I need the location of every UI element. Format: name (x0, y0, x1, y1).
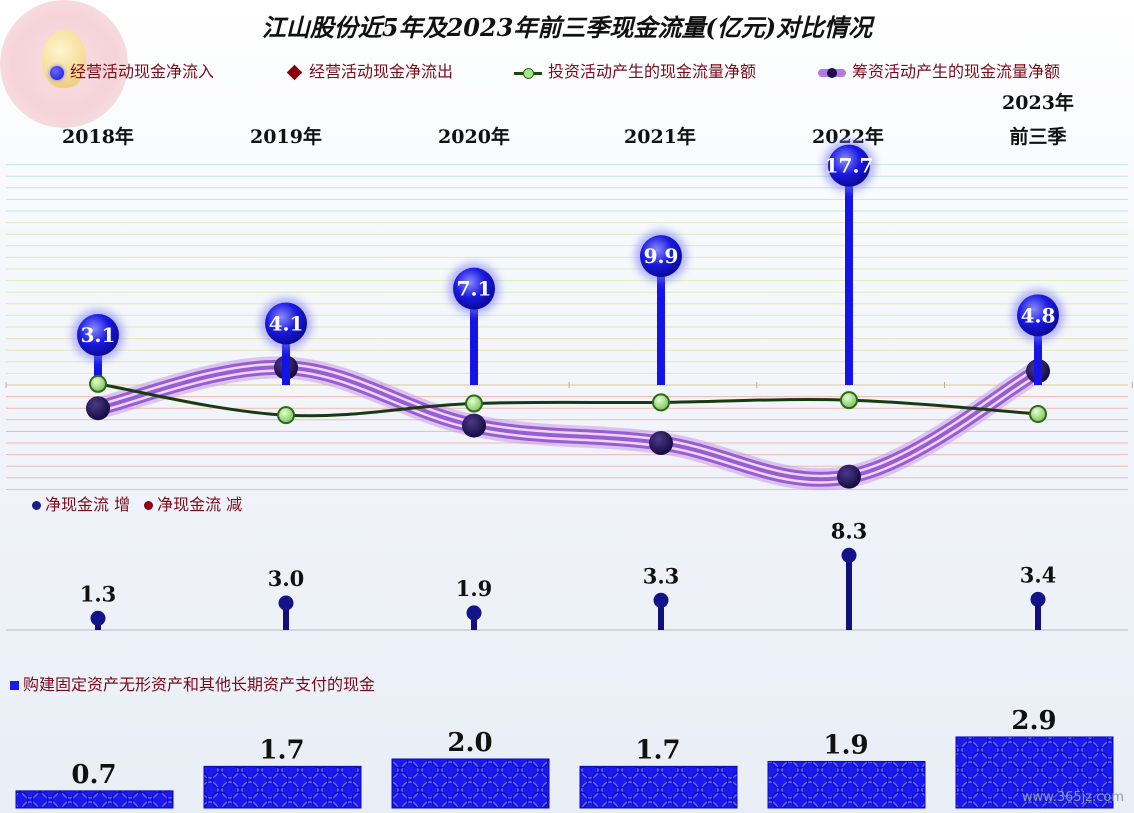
green-line-marker-icon (514, 66, 542, 80)
financing-series (86, 355, 1050, 491)
financing-point (462, 413, 486, 438)
year-label-2022: 2022年 (812, 126, 884, 148)
investing-line (97, 382, 1039, 418)
blue-square-icon (10, 681, 19, 690)
operating-stem (657, 270, 665, 385)
legend-operating-out: 经营活动现金净流出 (286, 58, 453, 82)
watermark: www.365jz.com (1022, 790, 1124, 805)
operating-stem (94, 349, 102, 385)
net-stem (846, 555, 852, 630)
capex-bar (15, 790, 174, 809)
year-label-2018: 2018年 (62, 126, 134, 148)
financing-point (837, 464, 861, 489)
maroon-dot-icon (144, 501, 154, 510)
legend: 经营活动现金净流入 经营活动现金净流出 投资活动产生的现金流量净额 筹资活动产生… (0, 58, 1134, 82)
legend-financing-label: 筹资活动产生的现金流量净额 (852, 62, 1061, 81)
year-label-2023-line1: 2023年 (1002, 92, 1074, 114)
net-point (90, 610, 106, 626)
net-point (278, 595, 294, 611)
operating-stem (282, 337, 290, 385)
legend-operating-out-label: 经营活动现金净流出 (309, 62, 454, 81)
capex-label: 购建固定资产无形资产和其他长期资产支付的现金 (23, 675, 376, 694)
capex-value-label: 0.7 (71, 760, 116, 790)
operating-bubble (828, 144, 870, 187)
capex-series: 0.7 1.7 2.0 1.7 1.9 2.9 (15, 706, 1114, 809)
investing-point (840, 391, 858, 410)
operating-bubble (265, 302, 307, 345)
company-logo (0, 0, 128, 128)
net-stem (283, 603, 289, 630)
blue-dot-icon (50, 65, 64, 80)
legend-investing-label: 投资活动产生的现金流量净额 (548, 62, 757, 81)
net-value-label: 1.9 (456, 576, 493, 601)
net-dec-label: 净现金流 减 (157, 495, 243, 514)
operating-stem (470, 302, 478, 385)
capex-bar (391, 758, 550, 809)
operating-value-label: 7.1 (457, 277, 492, 301)
capex-value-label: 1.7 (259, 735, 304, 765)
operating-stem (1034, 329, 1042, 385)
operating-value-label: 9.9 (644, 244, 679, 268)
operating-bubble (1017, 294, 1059, 337)
operating-bubble (77, 314, 119, 357)
operating-value-label: 3.1 (81, 323, 116, 347)
year-label-2021: 2021年 (624, 126, 696, 148)
investing-point (465, 394, 483, 413)
operating-value-label: 17.7 (825, 154, 874, 178)
net-value-label: 8.3 (831, 518, 868, 543)
operating-series: 3.1 4.1 7.1 9.9 17.7 4.8 (72, 139, 1064, 385)
net-point (841, 547, 857, 563)
capex-bar (579, 765, 738, 809)
net-point (466, 605, 482, 621)
year-label-2023-line2: 前三季 (1009, 126, 1067, 148)
capex-value-label: 2.9 (1011, 706, 1056, 736)
net-cash-series: 1.3 3.0 1.9 3.3 8.3 3.4 (6, 518, 1128, 631)
net-value-label: 1.3 (80, 581, 117, 606)
operating-value-label: 4.8 (1021, 303, 1056, 327)
legend-operating-in: 经营活动现金净流入 (50, 58, 214, 82)
investing-point (652, 393, 670, 412)
investing-point (277, 406, 295, 425)
financing-line (96, 365, 1040, 482)
financing-point (86, 396, 110, 421)
capex-value-label: 1.7 (635, 735, 680, 765)
year-label-2020: 2020年 (438, 126, 510, 148)
investing-point (89, 374, 107, 393)
operating-stem (845, 179, 853, 385)
capex-value-label: 1.9 (823, 730, 868, 760)
legend-investing: 投资活动产生的现金流量净额 (514, 58, 756, 82)
financing-point (649, 431, 673, 455)
net-point (1030, 591, 1046, 607)
net-value-label: 3.3 (643, 563, 680, 588)
year-label-2019: 2019年 (250, 126, 322, 148)
net-value-label: 3.0 (268, 566, 305, 591)
chart-title: 江山股份近5年及2023年前三季现金流量(亿元)对比情况 (261, 13, 873, 42)
capex-value-label: 2.0 (447, 728, 492, 758)
net-stem (471, 612, 477, 630)
legend-financing: 筹资活动产生的现金流量净额 (818, 58, 1060, 82)
net-stem (658, 600, 664, 630)
investing-point (1029, 405, 1047, 423)
navy-dot-icon (32, 501, 41, 510)
financing-band-light (93, 362, 1043, 484)
net-value-label: 3.4 (1020, 562, 1057, 587)
capex-bar (203, 765, 362, 809)
investing-series (89, 374, 1047, 425)
capex-bar (767, 760, 926, 809)
operating-value-label: 4.1 (269, 311, 304, 335)
operating-bubble (453, 267, 495, 310)
capex-bar (955, 736, 1114, 809)
purple-line-marker-icon (818, 66, 846, 80)
legend-operating-in-label: 经营活动现金净流入 (70, 62, 215, 81)
net-inc-label: 净现金流 增 (45, 495, 131, 514)
net-cash-legend: 净现金流 增 净现金流 减 (32, 491, 242, 515)
operating-bubble (640, 235, 682, 278)
net-point (653, 592, 669, 608)
net-stem (1035, 599, 1041, 630)
capex-legend: 购建固定资产无形资产和其他长期资产支付的现金 (10, 671, 375, 695)
